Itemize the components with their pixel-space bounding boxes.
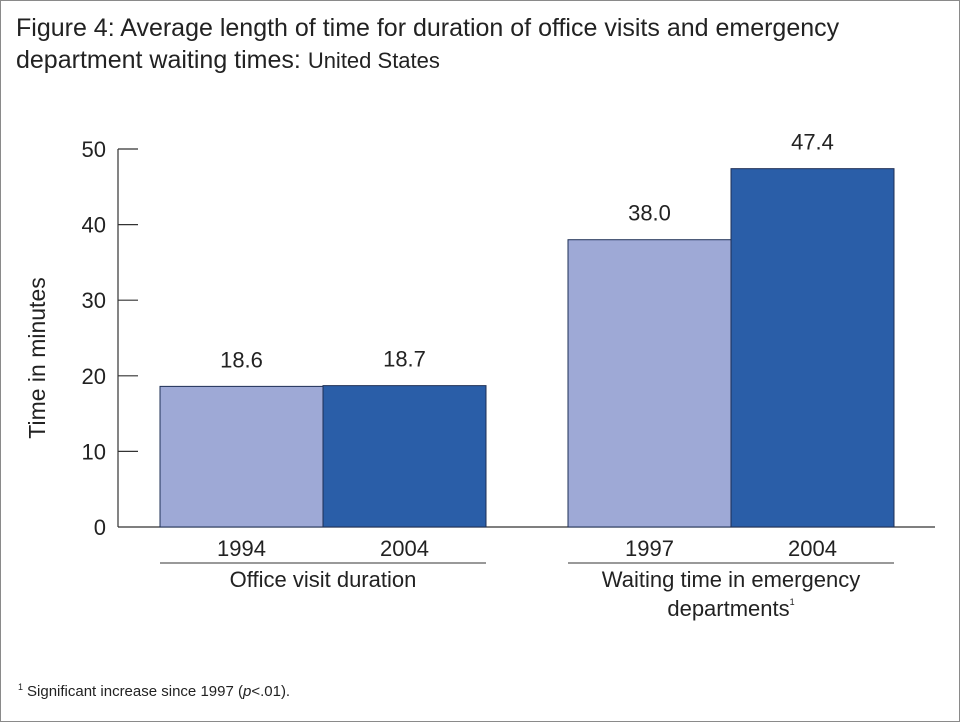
bar [730,168,895,528]
chart-title: Figure 4: Average length of time for dur… [16,12,936,77]
bar [567,239,732,528]
bar [322,385,487,528]
footnote-text-after: <.01). [251,683,291,700]
group-label: departments1 [667,596,794,621]
y-tick-label: 20 [82,364,106,389]
chart-bars [159,168,895,528]
bar-value-label: 38.0 [628,201,671,226]
chart-title-suffix: United States [307,48,440,73]
group-label-text: departments [667,596,789,621]
category-label: 2004 [380,536,429,561]
bar-value-label: 47.4 [791,130,834,155]
category-label: 2004 [788,536,837,561]
footnote-text-before: Significant increase since 1997 ( [27,683,243,700]
group-label: Office visit duration [230,567,417,592]
footnote-marker: 1 [18,682,24,692]
bar-value-label: 18.7 [383,347,426,372]
group-label: Waiting time in emergency [602,567,860,592]
y-tick-label: 50 [82,137,106,162]
bar [159,385,324,528]
y-tick-label: 40 [82,213,106,238]
chart-title-main: Figure 4: Average length of time for dur… [16,14,840,74]
footnote-p-symbol: p [242,683,252,700]
y-tick-label: 10 [82,439,106,464]
group-label-text: Office visit duration [230,567,417,592]
group-label-text: Waiting time in emergency [602,567,860,592]
bar-value-label: 18.6 [220,347,263,372]
category-label: 1997 [625,536,674,561]
category-label: 1994 [217,536,266,561]
footnote: 1 Significant increase since 1997 (p<.01)… [18,682,290,700]
chart-labels: 18.6 1994 18.7 2004 Office visit duration 38.… [160,130,894,621]
group-label-footnote-marker: 1 [790,597,795,607]
chart-axes: 0 10 20 30 40 50 Time in minutes [24,137,935,540]
y-tick-label: 30 [82,288,106,313]
y-axis-title: Time in minutes [24,277,50,438]
y-tick-label: 0 [94,515,106,540]
